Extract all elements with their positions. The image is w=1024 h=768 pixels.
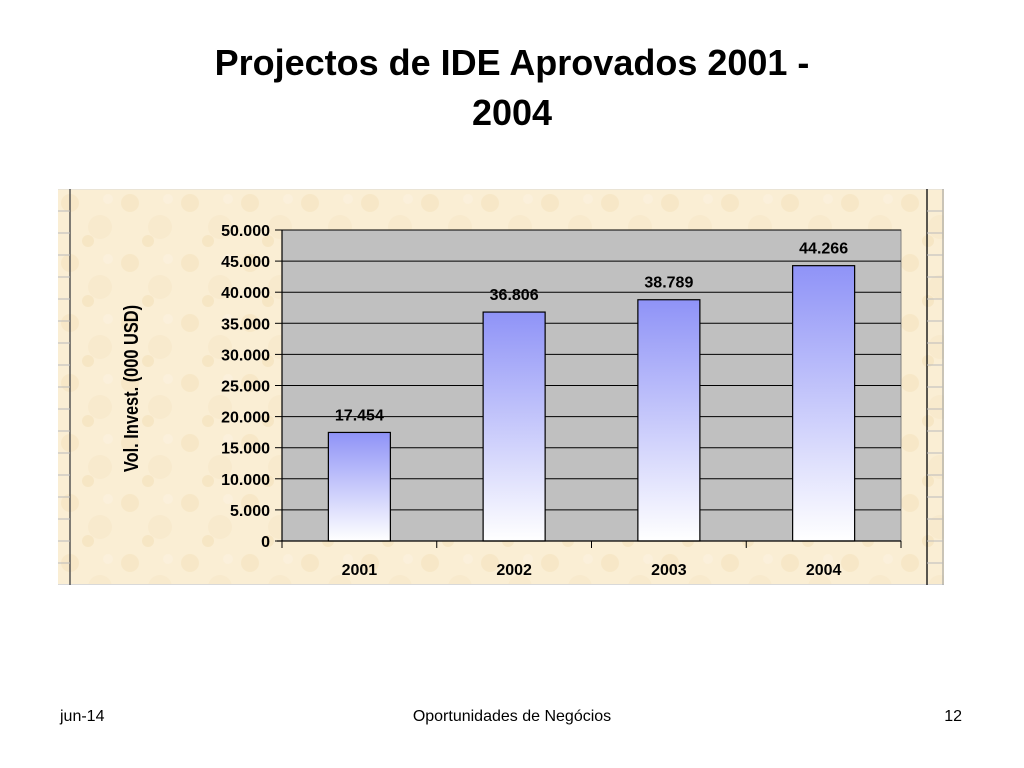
- y-tick-label: 45.000: [221, 254, 270, 271]
- y-tick-label: 15.000: [221, 441, 270, 458]
- y-axis-ticks: 0 5.000 10.000 15.000 20.000 25.000 30.000 35.0…: [221, 223, 282, 551]
- bar-2003: [637, 299, 701, 542]
- y-tick-label: 25.000: [221, 379, 270, 396]
- x-axis-ticks: 2001 2002 2003 2004: [281, 541, 902, 579]
- x-tick-label: 2001: [342, 562, 378, 579]
- y-tick-label: 30.000: [221, 347, 270, 364]
- data-label: 44.266: [799, 241, 848, 258]
- footer-date: jun-14: [60, 708, 105, 725]
- data-label: 38.789: [644, 275, 693, 292]
- slide-title-line-2: 2004: [471, 92, 553, 133]
- bar-2002: [482, 311, 546, 542]
- bar-2001: [327, 431, 391, 542]
- data-labels: 17.454 36.806 38.789 44.266: [335, 241, 848, 425]
- bar-2004: [792, 265, 856, 542]
- data-label: 36.806: [490, 287, 539, 304]
- y-tick-label: 10.000: [221, 472, 270, 489]
- data-label: 17.454: [335, 407, 384, 424]
- y-tick-label: 40.000: [221, 285, 270, 302]
- y-tick-label: 50.000: [221, 223, 270, 240]
- slide-title: Projectos de IDE Aprovados 2001 - 2004: [112, 38, 912, 138]
- bar-chart: 0 5.000 10.000 15.000 20.000 25.000 30.000 35.0…: [58, 189, 944, 585]
- y-axis-title: Vol. Invest. (000 USD): [119, 305, 142, 472]
- x-tick-label: 2003: [651, 562, 687, 579]
- bars: [327, 265, 856, 542]
- y-tick-label: 35.000: [221, 316, 270, 333]
- footer-center-text: Oportunidades de Negócios: [412, 708, 612, 725]
- y-tick-label: 0: [261, 534, 270, 551]
- chart-area: 0 5.000 10.000 15.000 20.000 25.000 30.000 35.0…: [58, 189, 944, 585]
- x-tick-label: 2002: [496, 562, 532, 579]
- chart-frame-lines: [58, 189, 944, 585]
- slide-title-line-1: Projectos de IDE Aprovados 2001 -: [214, 42, 810, 83]
- footer-page-number: 12: [944, 708, 962, 725]
- y-tick-label: 5.000: [230, 503, 270, 520]
- y-tick-label: 20.000: [221, 410, 270, 427]
- x-tick-label: 2004: [806, 562, 842, 579]
